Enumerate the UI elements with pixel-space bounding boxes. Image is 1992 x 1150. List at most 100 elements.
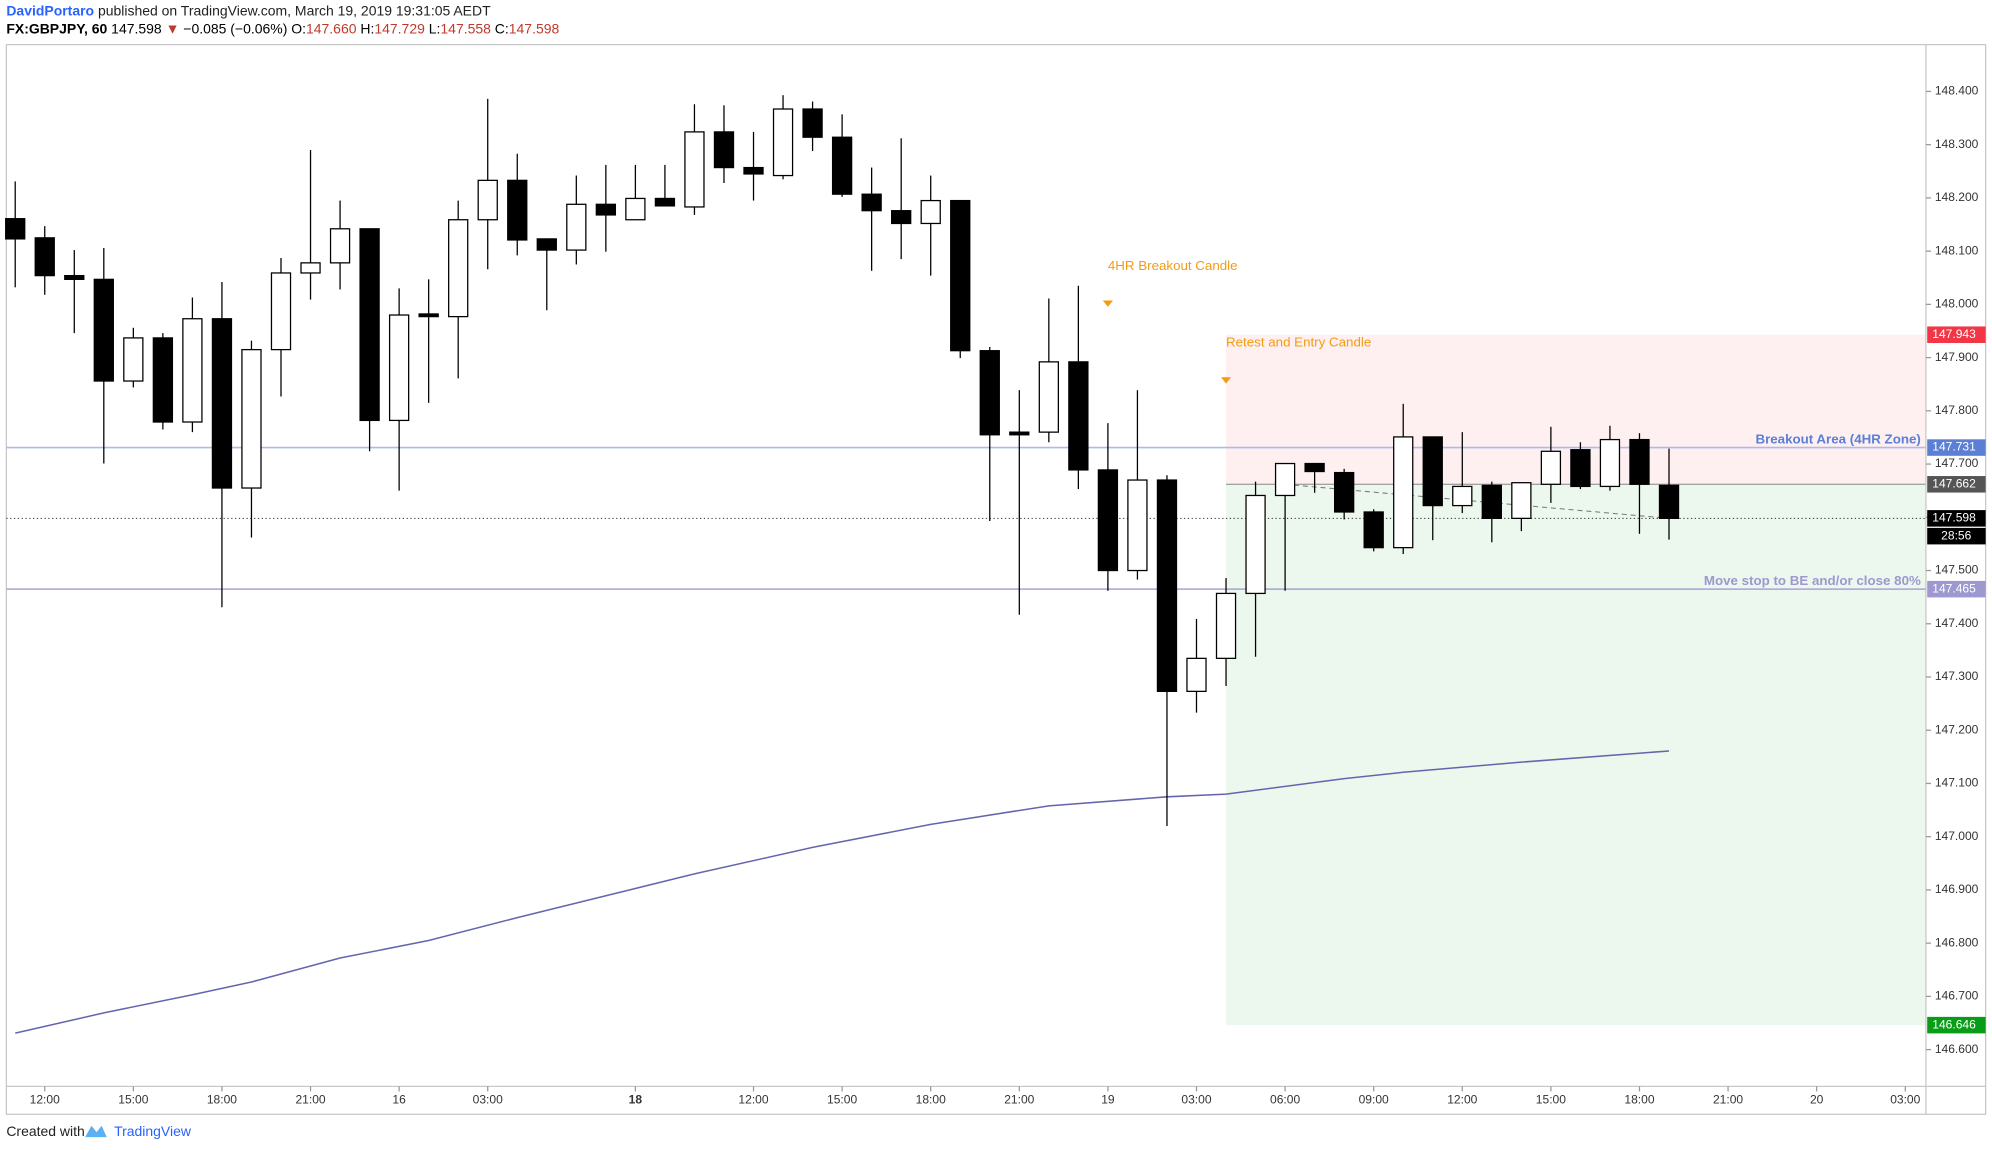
candle-body [743, 166, 764, 175]
candle-body [950, 199, 971, 352]
y-tick-label: 147.900 [1935, 350, 1979, 364]
candle-body [270, 272, 292, 351]
moving-average [15, 750, 1670, 1034]
ohlc-value: 147.558 [440, 20, 491, 36]
candle-body [713, 131, 735, 169]
candle-body [1599, 438, 1621, 488]
y-tick-label: 147.000 [1935, 829, 1979, 843]
candle-body [1156, 479, 1178, 692]
x-tick-label: 12:00 [1447, 1093, 1477, 1107]
entry-tag-label: 147.662 [1932, 476, 1976, 490]
candle-body [93, 278, 114, 382]
y-tick-label: 146.600 [1935, 1042, 1979, 1056]
level-tag [1927, 439, 1986, 456]
annotation-arrow [1220, 377, 1232, 384]
candle-body [1658, 484, 1680, 519]
ohlc-value: 147.598 [509, 20, 560, 36]
x-tick-label: 15:00 [1536, 1093, 1566, 1107]
candle-body [1363, 511, 1384, 549]
footer-text: Created with [6, 1123, 84, 1139]
level-tag-label: 147.731 [1932, 440, 1976, 454]
x-tick-label: 12:00 [30, 1093, 60, 1107]
x-tick-label: 03:00 [473, 1093, 503, 1107]
candle-body [1452, 485, 1473, 507]
x-tick-label: 06:00 [1270, 1093, 1300, 1107]
candle-body [1393, 436, 1414, 549]
stop-tag [1927, 326, 1986, 343]
candle-body [802, 108, 823, 138]
candle-body [979, 350, 1000, 436]
y-tick-label: 146.900 [1935, 882, 1979, 896]
candle-body [861, 193, 882, 212]
countdown-tag [1927, 527, 1986, 545]
y-tick-label: 148.400 [1935, 84, 1979, 98]
candle-body [1245, 494, 1266, 595]
footer-brand[interactable]: TradingView [114, 1123, 192, 1139]
candle-body [211, 318, 233, 489]
footer: Created with TradingView [6, 1123, 192, 1139]
candle-body [182, 318, 203, 423]
x-tick-label: 19 [1101, 1093, 1115, 1107]
ohlc-value: 147.729 [374, 20, 425, 36]
current-tag-label: 147.598 [1932, 511, 1976, 525]
candle-body [152, 337, 174, 423]
candle-body [1540, 450, 1562, 485]
y-tick-label: 147.800 [1935, 403, 1979, 417]
candle-body [1629, 438, 1650, 485]
candle-body [566, 203, 587, 251]
candle-body [241, 348, 262, 489]
header-line-1: DavidPortaro published on TradingView.co… [6, 2, 491, 18]
x-tick-label: 03:00 [1181, 1093, 1211, 1107]
candle-body [123, 337, 144, 382]
candle-body [920, 199, 941, 225]
candle-body [5, 218, 26, 240]
candle-body [1274, 462, 1296, 497]
target-tag [1927, 1016, 1986, 1034]
y-tick-label: 148.200 [1935, 190, 1979, 204]
header-line-2: FX:GBPJPY, 60 147.598 ▼ −0.085 (−0.06%) … [6, 20, 559, 36]
candle-body [1038, 361, 1059, 433]
x-tick-label: 16 [392, 1093, 406, 1107]
candle-body [477, 179, 498, 221]
y-tick-label: 147.300 [1935, 669, 1979, 683]
x-tick-label: 18:00 [207, 1093, 237, 1107]
author: DavidPortaro [6, 2, 94, 18]
ohlc-value: 147.660 [306, 20, 357, 36]
candle-body [359, 228, 380, 422]
candle-body [595, 203, 617, 216]
candle-body [536, 238, 557, 251]
candle-body [418, 313, 439, 318]
candle-body [64, 274, 85, 280]
candle-body [1422, 436, 1443, 507]
chart-frame [5, 43, 1987, 1115]
x-tick-label: 21:00 [295, 1093, 325, 1107]
x-tick-label: 18:00 [1624, 1093, 1654, 1107]
symbol: FX:GBPJPY, 60 [6, 20, 107, 36]
last-price: 147.598 [111, 20, 162, 36]
annotation-text: 4HR Breakout Candle [1108, 258, 1238, 273]
candle-body [448, 219, 469, 318]
x-tick-label: 21:00 [1713, 1093, 1743, 1107]
candle-body [507, 179, 528, 241]
y-tick-label: 147.200 [1935, 722, 1979, 736]
candle-body [1215, 592, 1237, 659]
x-tick-label: 12:00 [738, 1093, 768, 1107]
candle-body [34, 237, 55, 277]
x-tick-label: 03:00 [1890, 1093, 1920, 1107]
candle-body [625, 197, 646, 221]
candle-body [300, 262, 321, 274]
candle-body [831, 136, 853, 195]
ohlc-label: C: [495, 20, 509, 36]
candle-body [329, 228, 351, 264]
y-tick-label: 146.700 [1935, 989, 1979, 1003]
candle-body [1304, 462, 1325, 473]
change-arrow: ▼ [166, 20, 180, 36]
x-tick-label: 21:00 [1004, 1093, 1034, 1107]
candle-body [1481, 484, 1502, 519]
candle-body [1068, 361, 1089, 471]
y-tick-label: 148.300 [1935, 137, 1979, 151]
candle-body [388, 314, 410, 422]
x-tick-label: 18:00 [916, 1093, 946, 1107]
